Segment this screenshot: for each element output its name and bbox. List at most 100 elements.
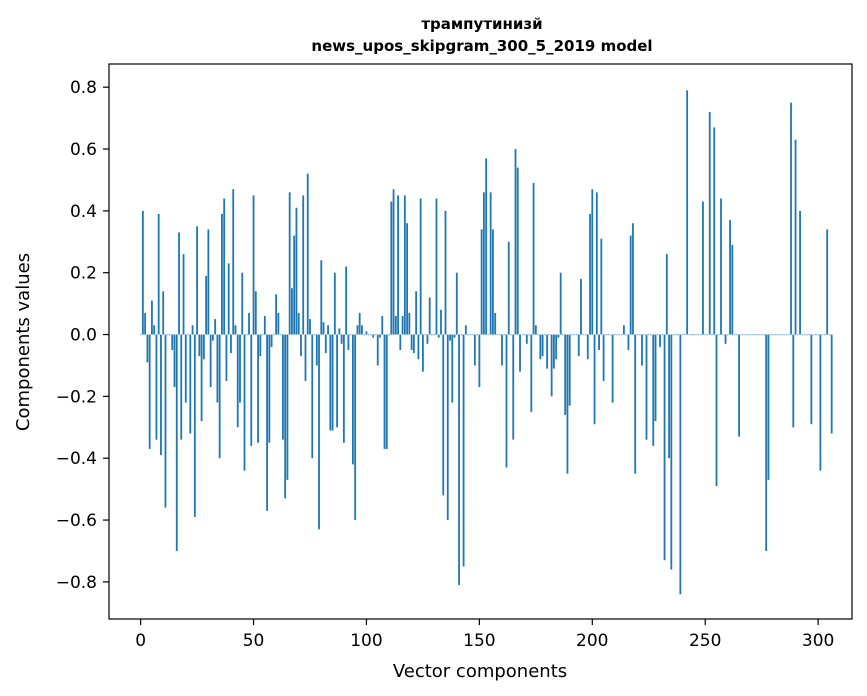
- bar: [440, 309, 442, 335]
- bar: [476, 334, 479, 336]
- bar: [663, 334, 666, 561]
- bar: [446, 334, 449, 521]
- bar: [738, 334, 740, 437]
- bar: [394, 315, 397, 335]
- bar: [751, 334, 754, 336]
- bar: [352, 334, 354, 465]
- bar: [543, 334, 546, 336]
- bar: [469, 334, 472, 336]
- bar: [566, 334, 569, 474]
- bar: [209, 334, 212, 388]
- bar: [225, 334, 228, 381]
- bar: [399, 334, 402, 350]
- bar: [297, 312, 300, 335]
- bar: [711, 334, 713, 336]
- bar: [654, 334, 657, 422]
- bar: [189, 334, 192, 434]
- bar: [342, 334, 345, 443]
- bar: [415, 291, 418, 335]
- bar: [616, 334, 619, 336]
- bar: [532, 183, 535, 335]
- bar: [550, 334, 553, 397]
- bar: [643, 334, 646, 336]
- bar: [347, 334, 350, 350]
- bar: [207, 229, 210, 335]
- bar: [401, 315, 404, 335]
- bar: [433, 334, 436, 336]
- bar: [568, 334, 571, 406]
- bar: [218, 334, 221, 459]
- bar: [169, 334, 171, 336]
- bar: [555, 334, 558, 360]
- bar: [361, 325, 363, 335]
- bar: [810, 334, 813, 425]
- bar: [356, 325, 359, 335]
- bar: [148, 334, 151, 449]
- bar: [175, 334, 178, 551]
- bar: [202, 334, 205, 360]
- bar: [740, 334, 743, 336]
- bar: [571, 334, 573, 336]
- plot-frame: [108, 63, 853, 620]
- bar: [388, 334, 390, 336]
- y-tick-label: −0.2: [56, 387, 97, 407]
- bar: [383, 334, 386, 449]
- bar: [462, 334, 465, 567]
- bar: [358, 312, 361, 335]
- bar: [221, 213, 223, 335]
- y-axis-label: Components values: [13, 253, 34, 431]
- bar: [268, 334, 271, 443]
- bar: [291, 288, 293, 335]
- bar: [647, 334, 650, 336]
- y-tick-label: 0.4: [70, 202, 97, 222]
- y-tick-label: 0.0: [70, 326, 97, 346]
- bar: [697, 334, 700, 336]
- bar: [575, 334, 578, 336]
- bar: [627, 334, 630, 350]
- bar: [731, 244, 734, 335]
- bar: [722, 334, 725, 336]
- bar: [591, 189, 594, 335]
- bar: [453, 334, 456, 338]
- bar: [686, 90, 689, 335]
- bar: [573, 334, 576, 336]
- x-axis-ticks: 0 50 100 150 200 250 300: [135, 619, 834, 651]
- bar: [580, 278, 582, 335]
- bar: [324, 334, 327, 354]
- bar: [817, 334, 820, 336]
- bar: [523, 334, 526, 336]
- bar: [288, 192, 291, 335]
- bar: [693, 334, 695, 336]
- bar: [166, 334, 169, 336]
- bar: [234, 325, 237, 335]
- bar: [173, 334, 176, 388]
- bar: [582, 334, 585, 336]
- bar: [187, 334, 189, 336]
- bar: [227, 263, 230, 335]
- bar: [577, 334, 580, 357]
- bar: [322, 322, 325, 335]
- bar: [277, 312, 280, 335]
- bar: [679, 334, 682, 595]
- bar: [690, 334, 693, 336]
- bar: [812, 334, 815, 336]
- bar: [279, 334, 282, 336]
- bar: [331, 334, 334, 431]
- y-axis-ticks: −0.8 −0.6 −0.4 −0.2 0.0 0.2 0.4 0.6 0.8: [56, 78, 109, 593]
- bar: [744, 334, 747, 336]
- bar: [819, 334, 822, 471]
- bar: [562, 334, 564, 336]
- bar: [830, 334, 833, 434]
- bar: [162, 291, 165, 335]
- bar: [824, 334, 826, 336]
- bar: [803, 334, 806, 336]
- bar: [672, 334, 675, 336]
- bar: [180, 334, 183, 440]
- bar: [250, 334, 253, 446]
- bar: [236, 334, 239, 428]
- bar: [241, 272, 244, 335]
- bar: [688, 334, 691, 336]
- bar: [482, 192, 485, 335]
- bar: [354, 334, 357, 521]
- bar: [778, 334, 781, 336]
